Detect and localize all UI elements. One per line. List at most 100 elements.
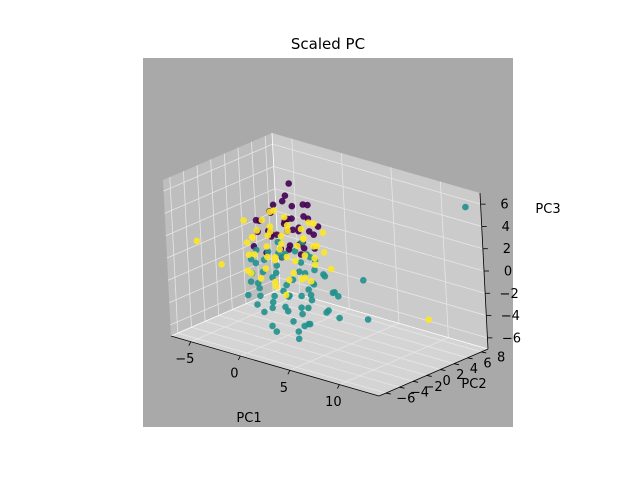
y-gridline [218,315,427,376]
data-point [336,314,343,322]
data-point [290,269,298,277]
data-point [312,261,319,269]
data-point [310,243,317,250]
data-point [311,266,318,274]
x-gridline [240,308,350,357]
data-point [298,292,305,300]
x-axis-line [170,335,380,397]
y-axis-label: PC2 [461,377,486,392]
data-point [320,249,328,256]
x-tick [237,355,241,361]
data-point [262,265,270,272]
y-tick [481,351,487,354]
data-point [360,277,367,284]
z-tick-label: −2 [500,287,519,302]
x-tick-label: 10 [325,395,342,410]
data-point [281,192,289,199]
data-point [307,291,315,299]
x-tick [188,341,192,346]
data-point [273,262,281,269]
data-point [193,237,201,245]
data-point [252,216,260,224]
data-point [289,226,297,234]
z-gridline [167,232,278,281]
y-gridline [273,291,482,353]
y-tick-label: −2 [423,380,442,395]
y-tick-label: 0 [443,374,451,389]
data-point [425,316,433,324]
data-point [284,227,291,235]
z-tick-label: 4 [502,220,510,235]
data-point [252,259,260,267]
data-point [301,252,309,259]
data-point [294,242,301,250]
z-gridline [164,166,274,214]
data-point [285,246,293,253]
data-point [256,284,263,292]
series-2 [193,207,433,324]
x-axis-label: PC1 [236,411,261,426]
data-point [280,213,288,221]
data-point [295,335,303,343]
data-point [311,254,319,262]
data-point [271,292,278,300]
data-point [297,225,305,233]
data-point [305,320,313,328]
y-gridline [177,332,386,394]
data-point [263,243,271,250]
data-point [264,248,272,255]
data-point [264,253,271,261]
y-tick [453,363,460,366]
z-tick-label: 0 [504,265,512,280]
z-tick-label: −6 [502,331,521,346]
data-point [462,203,469,211]
data-point [240,217,247,224]
y-gridline [245,303,455,365]
y-tick-label: −4 [410,386,429,401]
z-gridline [165,188,276,237]
y-gridline [259,297,468,359]
data-point [283,253,291,261]
chart-title: Scaled PC [291,35,365,53]
data-point [364,316,372,323]
data-point [247,278,255,285]
y-tick [467,357,473,360]
data-point [282,303,289,311]
data-point [283,281,290,289]
data-point [249,234,256,242]
data-point [285,180,293,187]
data-point [286,276,293,284]
data-point [290,318,297,325]
data-point [297,259,305,266]
data-point [243,239,251,246]
x-tick-label: −5 [175,352,194,367]
data-point [276,246,284,253]
x-gridline [339,337,449,385]
data-point [296,268,303,276]
data-point [273,328,281,335]
data-point [218,261,225,268]
z-gridline [274,188,483,250]
data-point [305,304,312,312]
x-gridline [190,294,300,343]
data-point [295,328,303,335]
x-tick-label: 0 [230,367,238,382]
data-point [300,245,308,252]
data-point [251,251,258,258]
x-tick [287,370,291,375]
data-point [283,222,291,229]
y-tick [399,386,405,389]
data-point [254,301,261,308]
data-point [305,286,313,293]
x-gridline [289,322,400,371]
data-point [304,201,311,209]
y-tick-label: 2 [456,368,464,383]
y-tick [385,392,391,395]
y-gridline [232,309,441,370]
x-tick-label: 5 [280,381,288,396]
y-tick-label: 4 [470,362,478,377]
y-tick [426,375,432,377]
data-point [248,269,255,277]
data-point [310,220,317,227]
